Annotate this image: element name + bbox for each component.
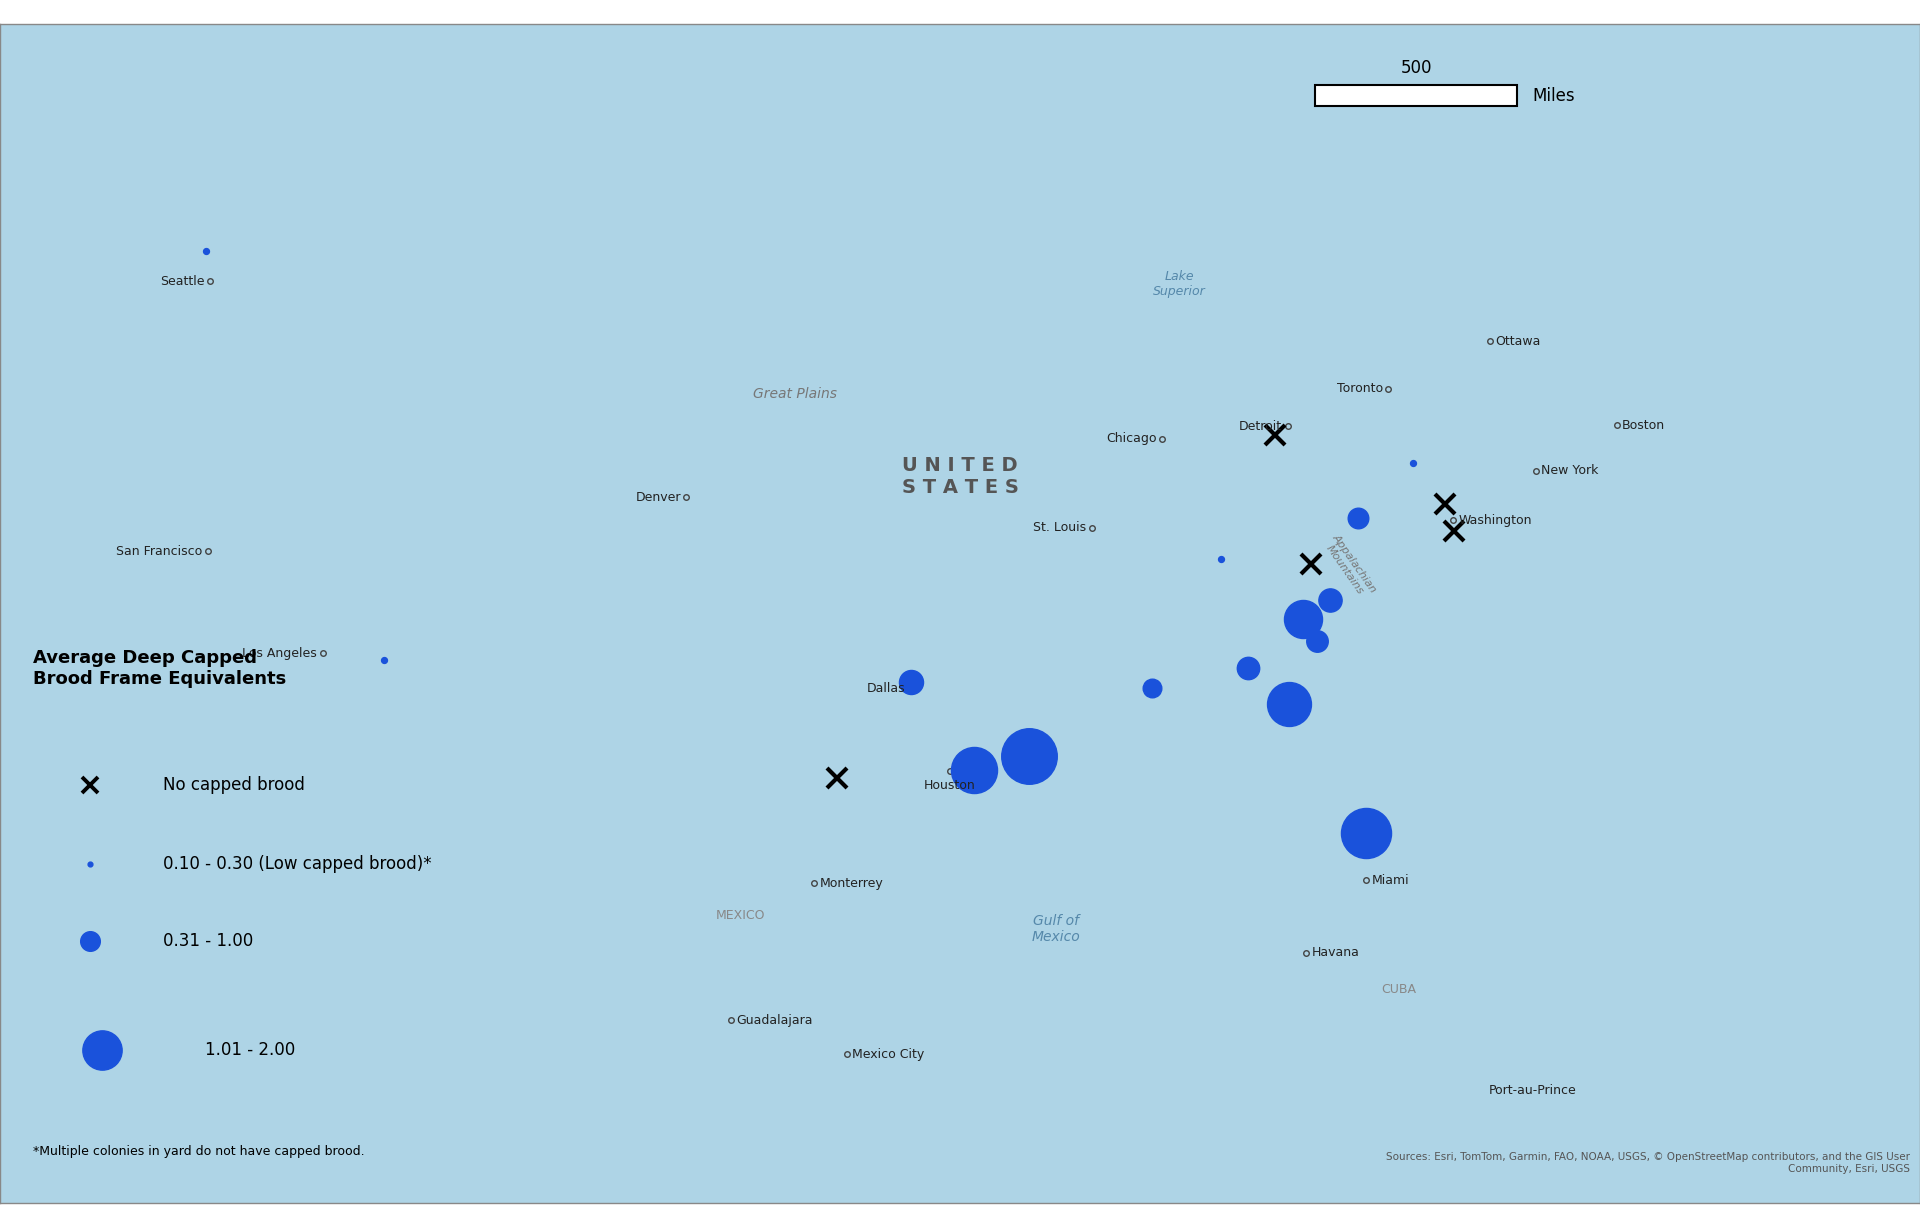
Text: Appalachian
Mountains: Appalachian Mountains [1321,533,1379,601]
Text: MEXICO: MEXICO [716,909,766,921]
Point [1288,609,1319,628]
Point [895,672,925,692]
Text: Gulf of
Mexico: Gulf of Mexico [1031,914,1081,944]
Point [190,242,221,261]
Text: Toronto: Toronto [1336,382,1382,395]
Text: 0.10 - 0.30 (Low capped brood)*: 0.10 - 0.30 (Low capped brood)* [163,854,432,872]
Point [1206,548,1236,568]
Text: Guadalajara: Guadalajara [737,1014,812,1027]
Text: Sources: Esri, TomTom, Garmin, FAO, NOAA, USGS, © OpenStreetMap contributors, an: Sources: Esri, TomTom, Garmin, FAO, NOAA… [1386,1152,1910,1174]
Text: 1.01 - 2.00: 1.01 - 2.00 [205,1040,296,1059]
Text: Great Plains: Great Plains [753,387,837,401]
Text: *Multiple colonies in yard do not have capped brood.: *Multiple colonies in yard do not have c… [33,1145,365,1158]
Point [1273,694,1304,714]
Text: CUBA: CUBA [1380,983,1417,996]
Text: Washington: Washington [1457,514,1532,526]
Point [1302,631,1332,650]
Point [958,760,989,779]
Text: New York: New York [1542,464,1599,477]
Point [1315,590,1346,610]
Text: 0.31 - 1.00: 0.31 - 1.00 [163,933,253,951]
Text: Chicago: Chicago [1106,432,1156,445]
Point [1398,453,1428,472]
Text: U N I T E D
S T A T E S: U N I T E D S T A T E S [902,456,1018,497]
Text: 500: 500 [1400,59,1432,77]
Point [1350,823,1380,843]
Point [1233,659,1263,679]
Point [1342,508,1373,528]
Text: Seattle: Seattle [161,275,205,288]
Text: Lake
Superior: Lake Superior [1154,270,1206,298]
Text: Los Angeles: Los Angeles [242,647,317,660]
Text: Detroit: Detroit [1238,420,1283,433]
Text: Boston: Boston [1622,418,1665,432]
Text: Houston: Houston [924,779,975,793]
Text: Port-au-Prince: Port-au-Prince [1488,1085,1576,1097]
Text: Miles: Miles [1532,87,1574,104]
Text: No capped brood: No capped brood [163,775,305,794]
Point [1014,746,1044,766]
Text: Denver: Denver [636,491,682,504]
Point [369,650,399,670]
Text: San Francisco: San Francisco [117,545,202,558]
Text: Average Deep Capped
Brood Frame Equivalents: Average Deep Capped Brood Frame Equivale… [33,649,286,687]
Text: Ottawa: Ottawa [1496,335,1540,348]
Text: Dallas: Dallas [866,682,904,694]
Text: Monterrey: Monterrey [820,876,883,890]
Text: Mexico City: Mexico City [852,1048,924,1061]
Text: Miami: Miami [1371,874,1409,887]
Bar [1315,85,1517,107]
Text: Havana: Havana [1311,946,1359,960]
Point [1137,677,1167,697]
Text: St. Louis: St. Louis [1033,521,1087,534]
